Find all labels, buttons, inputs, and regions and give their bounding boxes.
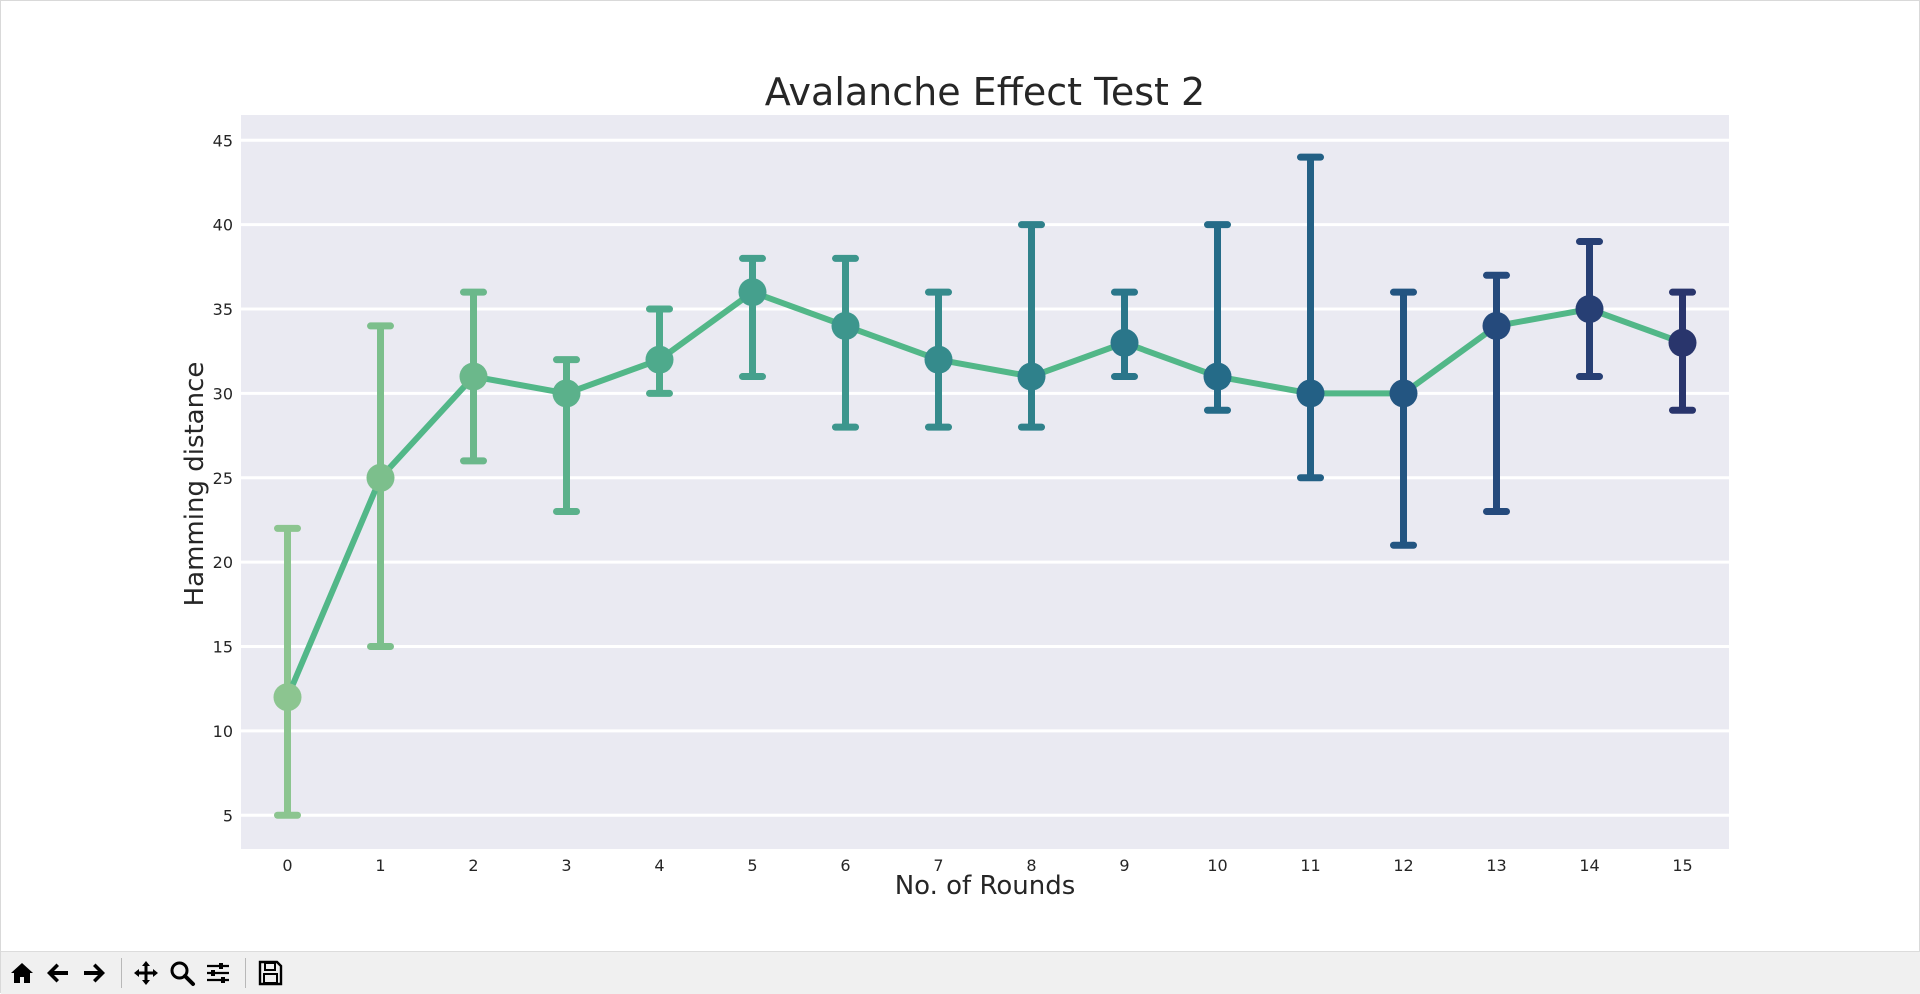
arrow-right-icon xyxy=(84,963,105,983)
data-point xyxy=(1389,379,1418,408)
home-icon xyxy=(11,963,33,983)
grid-lines xyxy=(241,138,1729,817)
data-point xyxy=(738,278,767,307)
x-tick-label: 1 xyxy=(375,856,385,875)
x-tick-label: 0 xyxy=(282,856,292,875)
data-points xyxy=(273,278,1697,712)
data-point xyxy=(831,311,860,340)
x-tick-label: 15 xyxy=(1672,856,1692,875)
floppy-disk-icon xyxy=(258,960,283,986)
toolbar-separator xyxy=(245,958,246,988)
x-tick-label: 2 xyxy=(468,856,478,875)
configure-subplots-button[interactable] xyxy=(201,956,235,990)
y-tick-label: 45 xyxy=(213,131,233,150)
y-tick-labels: 5 10 15 20 25 30 35 40 45 xyxy=(213,131,233,825)
y-tick-label: 5 xyxy=(223,806,233,825)
x-tick-label: 5 xyxy=(747,856,757,875)
data-point xyxy=(645,345,674,374)
y-tick-label: 40 xyxy=(213,216,233,235)
y-tick-label: 20 xyxy=(213,553,233,572)
x-tick-label: 13 xyxy=(1486,856,1506,875)
data-point xyxy=(1296,379,1325,408)
toolbar-separator xyxy=(121,958,122,988)
data-point xyxy=(1668,328,1697,357)
data-point xyxy=(1482,311,1511,340)
x-tick-label: 14 xyxy=(1579,856,1599,875)
x-tick-label: 10 xyxy=(1207,856,1227,875)
y-tick-label: 25 xyxy=(213,469,233,488)
x-tick-label: 11 xyxy=(1300,856,1320,875)
pan-button[interactable] xyxy=(129,956,163,990)
y-axis-label: Hamming distance xyxy=(180,362,210,607)
arrow-left-icon xyxy=(47,963,68,983)
zoom-button[interactable] xyxy=(165,956,199,990)
back-button[interactable] xyxy=(41,956,75,990)
x-tick-label: 6 xyxy=(840,856,850,875)
y-tick-label: 30 xyxy=(213,384,233,403)
data-point xyxy=(1110,328,1139,357)
y-tick-label: 10 xyxy=(213,722,233,741)
x-tick-labels: 0 1 2 3 4 5 6 7 8 9 10 11 12 13 14 15 xyxy=(282,856,1692,875)
chart-title: Avalanche Effect Test 2 xyxy=(765,70,1205,114)
move-icon xyxy=(134,961,158,985)
x-tick-label: 7 xyxy=(933,856,943,875)
navigation-toolbar xyxy=(1,951,1920,994)
x-tick-label: 12 xyxy=(1393,856,1413,875)
plot-area xyxy=(241,115,1729,849)
data-point xyxy=(459,362,488,391)
x-tick-label: 9 xyxy=(1119,856,1129,875)
home-button[interactable] xyxy=(5,956,39,990)
data-point xyxy=(1203,362,1232,391)
data-point xyxy=(1017,362,1046,391)
data-point xyxy=(366,463,395,492)
series-line xyxy=(284,289,1686,701)
x-axis-label: No. of Rounds xyxy=(895,871,1076,901)
x-tick-label: 4 xyxy=(654,856,664,875)
magnifier-icon xyxy=(170,961,195,986)
sliders-icon xyxy=(207,963,229,983)
data-point xyxy=(924,345,953,374)
data-point xyxy=(552,379,581,408)
x-tick-label: 8 xyxy=(1026,856,1036,875)
y-tick-label: 35 xyxy=(213,300,233,319)
save-button[interactable] xyxy=(253,956,287,990)
y-tick-label: 15 xyxy=(213,638,233,657)
x-tick-label: 3 xyxy=(561,856,571,875)
data-point xyxy=(273,683,302,712)
data-point xyxy=(1575,295,1604,324)
forward-button[interactable] xyxy=(77,956,111,990)
